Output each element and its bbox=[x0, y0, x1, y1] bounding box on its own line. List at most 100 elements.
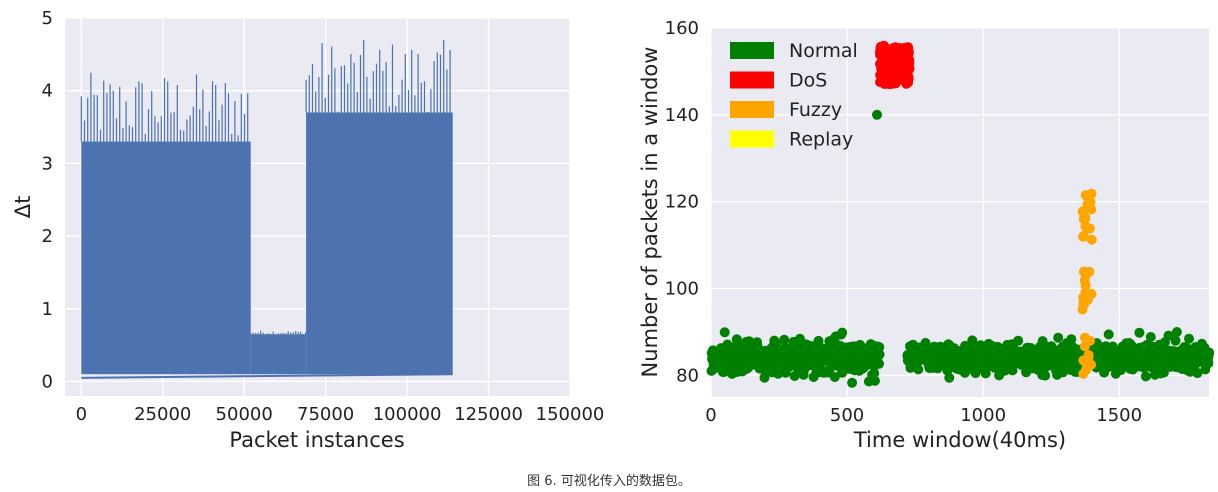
normal-point bbox=[1040, 370, 1051, 381]
left-y-tick-label: 3 bbox=[42, 153, 53, 174]
right-y-tick-label: 120 bbox=[665, 192, 699, 213]
normal-point bbox=[913, 364, 924, 375]
normal-point bbox=[1171, 327, 1182, 337]
left-y-tick-label: 2 bbox=[42, 226, 53, 247]
right-points bbox=[706, 40, 1215, 388]
left-y-tick-label: 0 bbox=[42, 371, 53, 392]
dos-point bbox=[881, 77, 892, 88]
left-x-tick-label: 75000 bbox=[297, 404, 354, 425]
dos-point bbox=[901, 60, 912, 71]
dos-point bbox=[885, 53, 896, 64]
left-series-band bbox=[81, 141, 251, 375]
normal-point bbox=[1066, 334, 1077, 345]
normal-point bbox=[1204, 347, 1215, 358]
normal-point bbox=[719, 327, 730, 338]
right-x-axis-label: Time window(40ms) bbox=[853, 428, 1066, 452]
normal-point bbox=[1013, 335, 1024, 346]
legend-swatch bbox=[730, 71, 774, 89]
fuzzy-point bbox=[1078, 230, 1089, 241]
normal-point bbox=[1170, 335, 1181, 346]
left-chart: 0 25000 50000 75000 100000 125000 150000 0 1 2 3 4… bbox=[11, 8, 604, 452]
normal-point bbox=[759, 372, 770, 383]
fuzzy-point bbox=[1083, 336, 1094, 347]
legend-swatch bbox=[730, 101, 774, 118]
dos-point bbox=[896, 74, 906, 85]
outlier-point bbox=[872, 109, 882, 120]
normal-point bbox=[773, 368, 784, 379]
left-series-spikes bbox=[250, 330, 307, 335]
left-series-band bbox=[306, 112, 453, 375]
dos-point bbox=[876, 63, 887, 74]
left-y-tick-label: 1 bbox=[42, 299, 53, 320]
right-x-tick-label: 1500 bbox=[1096, 405, 1142, 426]
right-grid bbox=[710, 27, 1209, 397]
left-x-tick-label: 25000 bbox=[134, 404, 191, 425]
legend-swatch bbox=[730, 130, 774, 148]
fuzzy-point bbox=[1080, 280, 1091, 291]
right-x-ticks: 0 500 1000 1500 bbox=[705, 405, 1142, 426]
left-y-tick-label: 4 bbox=[42, 81, 53, 102]
fuzzy-point bbox=[1080, 213, 1091, 224]
left-x-tick-label: 0 bbox=[76, 404, 87, 425]
normal-point bbox=[944, 372, 955, 383]
left-x-tick-label: 50000 bbox=[216, 404, 273, 425]
normal-point bbox=[1184, 333, 1194, 344]
normal-point bbox=[779, 334, 790, 345]
right-x-tick-label: 500 bbox=[830, 405, 864, 426]
left-series-baseline bbox=[81, 373, 453, 379]
normal-point bbox=[837, 327, 848, 338]
fuzzy-point bbox=[1081, 358, 1092, 368]
left-series-band bbox=[250, 334, 307, 375]
right-y-tick-label: 140 bbox=[665, 105, 699, 126]
left-x-tick-label: 125000 bbox=[454, 404, 523, 425]
normal-point bbox=[874, 342, 885, 353]
right-y-ticks: 80 100 120 140 160 bbox=[665, 18, 699, 386]
right-y-axis-label: Number of packets in a window bbox=[638, 47, 662, 378]
normal-point bbox=[789, 371, 800, 381]
normal-point bbox=[869, 368, 880, 379]
normal-point bbox=[829, 372, 840, 382]
figure-caption: 图 6. 可视化传入的数据包。 bbox=[527, 474, 691, 489]
normal-point bbox=[1140, 371, 1151, 382]
right-y-tick-label: 100 bbox=[665, 278, 699, 299]
legend-label: DoS bbox=[789, 70, 827, 92]
normal-point bbox=[1192, 368, 1203, 379]
normal-point bbox=[1134, 327, 1145, 338]
right-plot-area bbox=[711, 28, 1209, 397]
fuzzy-point bbox=[1077, 304, 1088, 315]
normal-point bbox=[1053, 332, 1064, 343]
left-series-dt bbox=[80, 40, 453, 379]
fuzzy-point bbox=[1078, 368, 1089, 379]
legend-label: Replay bbox=[789, 129, 853, 151]
normal-point bbox=[967, 335, 978, 346]
normal-point bbox=[770, 338, 781, 349]
dos-point bbox=[878, 48, 889, 59]
fuzzy-point bbox=[1086, 234, 1097, 245]
fuzzy-point bbox=[1078, 266, 1089, 277]
right-chart: 0 500 1000 1500 80 100 120 140 160 Time window(… bbox=[638, 18, 1215, 452]
normal-point bbox=[847, 377, 858, 388]
normal-point bbox=[874, 358, 884, 369]
left-y-ticks: 0 1 2 3 4 5 bbox=[42, 8, 53, 392]
dos-point bbox=[903, 74, 914, 85]
left-x-ticks: 0 25000 50000 75000 100000 125000 150000 bbox=[76, 404, 605, 425]
normal-point bbox=[869, 375, 880, 386]
normal-point bbox=[1145, 332, 1156, 342]
right-y-tick-label: 80 bbox=[676, 365, 699, 386]
left-x-axis-label: Packet instances bbox=[229, 428, 404, 452]
normal-point bbox=[1163, 330, 1174, 341]
left-x-tick-label: 150000 bbox=[536, 404, 605, 425]
normal-point bbox=[874, 349, 885, 360]
legend-swatch bbox=[730, 42, 774, 59]
fuzzy-point bbox=[1086, 289, 1097, 299]
left-y-axis-label: Δt bbox=[11, 196, 35, 219]
legend: Normal DoS Fuzzy Replay bbox=[730, 40, 858, 151]
left-y-tick-label: 5 bbox=[42, 8, 53, 29]
right-y-tick-label: 160 bbox=[665, 18, 699, 39]
dos-point bbox=[903, 48, 914, 59]
left-series-spikes bbox=[305, 40, 451, 113]
normal-point bbox=[1103, 329, 1114, 340]
fuzzy-point bbox=[1083, 350, 1094, 360]
fuzzy-point bbox=[1080, 190, 1091, 201]
normal-point bbox=[1115, 365, 1126, 376]
